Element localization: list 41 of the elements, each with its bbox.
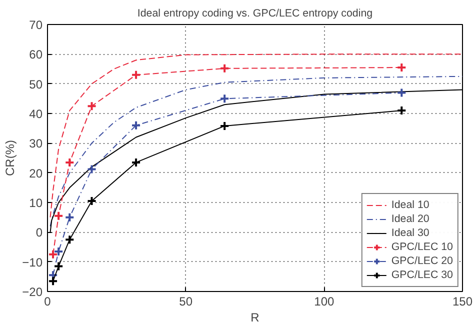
point (131, 157, 142, 168)
point (54, 210, 64, 221)
point (396, 88, 407, 98)
point (86, 164, 97, 174)
point (220, 120, 230, 131)
y-tick-label: 40 (29, 107, 43, 121)
x-tick-label: 0 (44, 294, 52, 308)
y-tick-label: 70 (29, 18, 43, 32)
y-tick-label: 50 (29, 77, 43, 92)
y-tick-label: 60 (29, 48, 43, 62)
x-tick-label: 100 (314, 294, 335, 308)
point (64, 157, 75, 168)
x-axis-title: R (250, 310, 260, 324)
y-tick-label: 30 (29, 136, 43, 151)
y-tick-label: 0 (36, 226, 43, 240)
y-tick-label: −20 (22, 285, 43, 299)
point (48, 249, 58, 260)
point (220, 94, 230, 104)
y-axis-title: CR(%) (3, 140, 18, 176)
point (86, 101, 97, 112)
point (64, 212, 75, 222)
point (64, 234, 75, 245)
point (396, 62, 407, 73)
legend-label: Ideal 10 (391, 198, 430, 212)
legend-label: Ideal 30 (391, 226, 430, 240)
legend-label: GPC/LEC 20 (391, 254, 453, 268)
x-tick-label: 150 (452, 294, 473, 308)
chart-title: Ideal entropy coding vs. GPC/LEC entropy coding (137, 8, 373, 20)
y-tick-label: 20 (29, 166, 43, 180)
point (131, 120, 142, 130)
x-tick-label: 50 (179, 294, 193, 308)
legend-label: GPC/LEC 30 (391, 268, 453, 282)
y-tick-label: −10 (22, 255, 43, 270)
point (131, 70, 142, 80)
point (86, 196, 97, 206)
y-tick-label: 10 (29, 196, 43, 210)
point (220, 63, 230, 74)
legend-label: Ideal 20 (391, 212, 430, 226)
legend-label: GPC/LEC 10 (391, 240, 453, 254)
point (54, 261, 64, 272)
point (54, 246, 64, 256)
